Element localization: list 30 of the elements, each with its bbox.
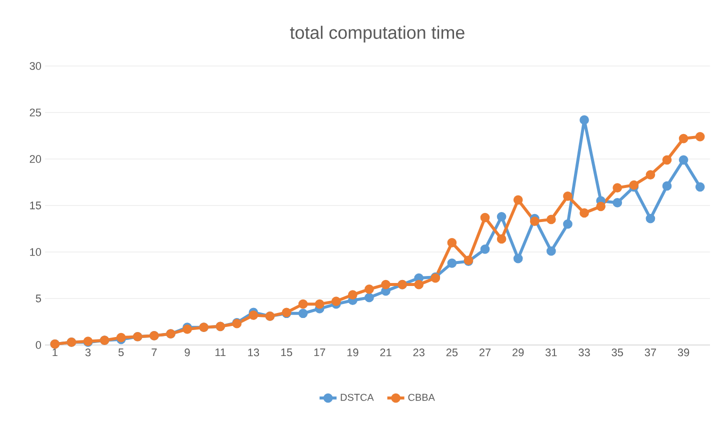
x-tick-label: 11 bbox=[215, 348, 226, 356]
x-tick-label: 17 bbox=[314, 348, 326, 356]
x-tick-label: 37 bbox=[644, 348, 656, 356]
x-tick-label: 31 bbox=[546, 348, 557, 356]
x-tick-label: 27 bbox=[479, 348, 491, 356]
x-tick-label: 29 bbox=[512, 348, 524, 356]
y-tick-label: 30 bbox=[30, 62, 42, 70]
x-tick-label: 7 bbox=[152, 348, 157, 356]
y-tick-label: 25 bbox=[30, 108, 42, 116]
x-tick-label: 5 bbox=[118, 348, 124, 356]
x-tick-label: 15 bbox=[281, 348, 292, 356]
x-tick-label: 35 bbox=[612, 348, 623, 356]
x-tick-label: 19 bbox=[347, 348, 358, 356]
x-tick-label: 25 bbox=[446, 348, 458, 356]
y-tick-label: 15 bbox=[30, 202, 42, 210]
x-tick-label: 1 bbox=[52, 348, 58, 356]
legend-label: DSTCA bbox=[340, 394, 374, 401]
x-tick-label: 13 bbox=[248, 348, 260, 356]
legend-label: CBBA bbox=[408, 394, 435, 401]
chart-title: total computation time bbox=[290, 26, 464, 42]
x-tick-label: 39 bbox=[678, 348, 690, 356]
x-tick-label: 33 bbox=[578, 348, 590, 356]
x-tick-label: 3 bbox=[85, 348, 91, 356]
x-tick-label: 21 bbox=[380, 348, 392, 356]
x-tick-label: 9 bbox=[184, 348, 190, 356]
y-tick-label: 10 bbox=[30, 248, 42, 256]
y-tick-label: 0 bbox=[36, 341, 42, 349]
y-tick-label: 5 bbox=[36, 294, 42, 302]
x-tick-label: 23 bbox=[413, 348, 424, 356]
y-tick-label: 20 bbox=[30, 155, 42, 163]
